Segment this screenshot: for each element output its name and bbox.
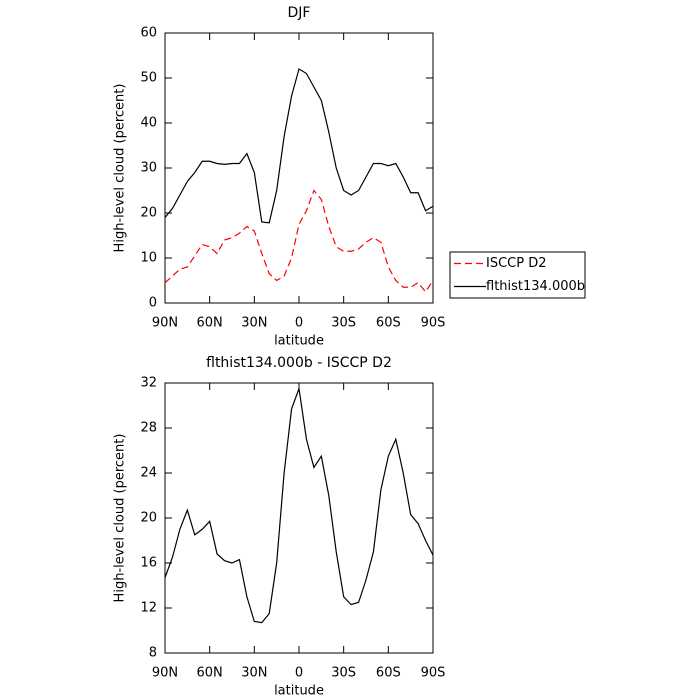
chart-title: DJF (288, 5, 311, 21)
x-tick-label: 90S (421, 316, 446, 331)
x-tick-label: 60N (197, 316, 223, 331)
y-tick-label: 20 (140, 511, 157, 526)
y-axis-label: High-level cloud (percent) (113, 434, 128, 603)
x-tick-label: 90N (152, 316, 178, 331)
x-tick-label: 60S (376, 316, 401, 331)
y-tick-label: 20 (140, 206, 157, 221)
chart-title: flthist134.000b - ISCCP D2 (206, 355, 392, 371)
axis-box (164, 382, 434, 654)
x-tick-label: 90N (152, 666, 178, 681)
y-axis-label: High-level cloud (percent) (113, 84, 128, 253)
y-tick-label: 10 (140, 251, 157, 266)
y-tick-label: 0 (149, 296, 157, 311)
legend: ISCCP D2 flthist134.000b (449, 251, 586, 299)
x-axis-label: latitude (274, 334, 324, 349)
y-tick-label: 24 (140, 466, 157, 481)
x-tick-label: 90S (421, 666, 446, 681)
y-tick-label: 16 (140, 556, 157, 571)
axis-box (164, 32, 434, 304)
y-tick-label: 60 (140, 26, 157, 41)
y-tick-label: 12 (140, 601, 157, 616)
x-tick-label: 60N (197, 666, 223, 681)
x-tick-label: 0 (295, 316, 303, 331)
legend-label: flthist134.000b (486, 279, 585, 294)
x-tick-label: 60S (376, 666, 401, 681)
x-tick-label: 0 (295, 666, 303, 681)
x-tick-label: 30S (331, 666, 356, 681)
y-tick-label: 32 (140, 376, 157, 391)
legend-box (449, 251, 586, 299)
x-axis-label: latitude (274, 684, 324, 699)
x-tick-label: 30N (241, 316, 267, 331)
data-line (164, 189, 434, 293)
y-tick-label: 30 (140, 161, 157, 176)
y-tick-label: 8 (149, 646, 157, 661)
legend-label: ISCCP D2 (486, 256, 547, 271)
y-tick-label: 28 (140, 421, 157, 436)
y-tick-label: 40 (140, 116, 157, 131)
data-line (164, 388, 434, 624)
data-line (164, 68, 434, 224)
x-tick-label: 30S (331, 316, 356, 331)
y-tick-label: 50 (140, 71, 157, 86)
x-tick-label: 30N (241, 666, 267, 681)
